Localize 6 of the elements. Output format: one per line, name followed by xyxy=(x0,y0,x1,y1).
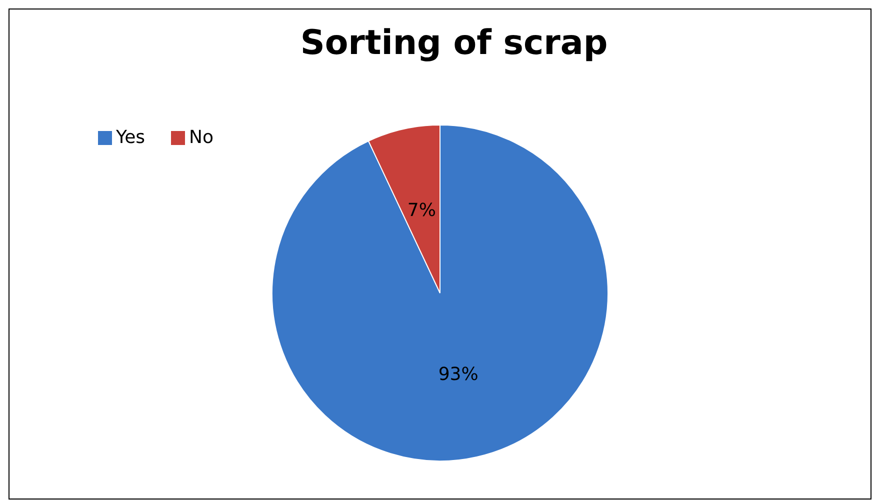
legend-label: Yes xyxy=(115,126,146,148)
data-label: 7% xyxy=(407,200,436,221)
legend-label: No xyxy=(189,126,214,148)
data-label: 93% xyxy=(438,364,478,385)
chart-title: Sorting of scrap xyxy=(300,23,608,63)
pie-slice xyxy=(272,124,608,462)
